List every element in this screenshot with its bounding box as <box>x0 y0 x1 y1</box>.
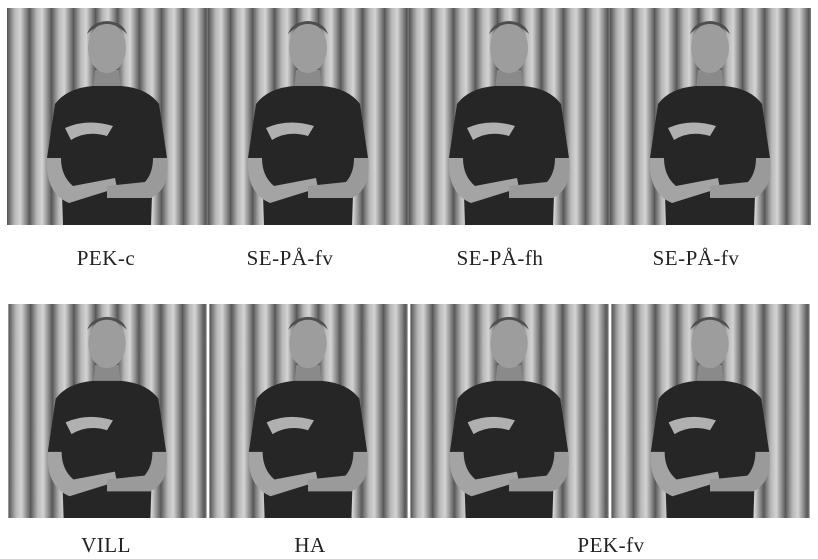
frame <box>409 8 610 225</box>
frame <box>7 8 208 225</box>
gloss-label: PEK-fv <box>577 533 644 558</box>
frame <box>611 304 809 518</box>
frame <box>209 304 407 518</box>
frame <box>8 304 206 518</box>
gloss-label: HA <box>294 533 325 558</box>
frame <box>610 8 811 225</box>
frames <box>0 0 818 559</box>
gloss-label: VILL <box>81 533 131 558</box>
gloss-label: SE-PÅ-fv <box>653 246 740 271</box>
frame <box>410 304 608 518</box>
row-2-frames <box>8 304 809 518</box>
frame <box>208 8 409 225</box>
gloss-label: PEK-c <box>77 246 136 271</box>
gloss-label: SE-PÅ-fh <box>457 246 544 271</box>
gloss-label: SE-PÅ-fv <box>247 246 334 271</box>
row-1-frames <box>7 8 811 225</box>
figure: PEK-c SE-PÅ-fv SE-PÅ-fh SE-PÅ-fv VILL HA… <box>0 0 818 559</box>
